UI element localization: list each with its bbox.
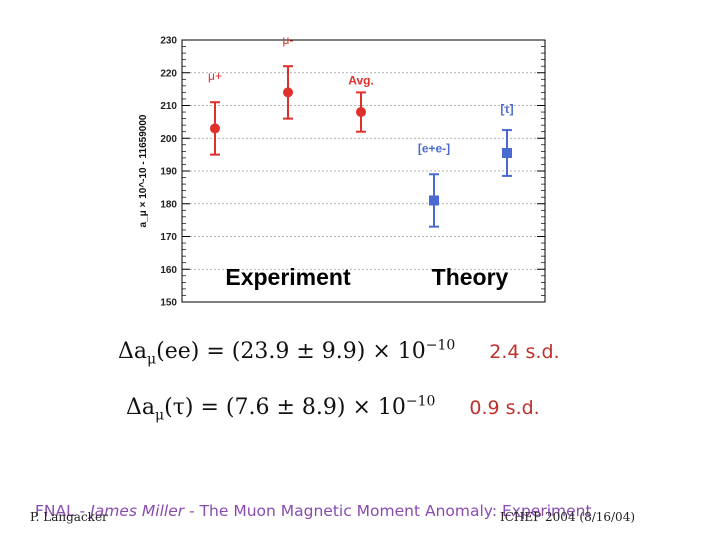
y-tick-label: 180: [160, 199, 177, 210]
formula-tau: Δaμ(τ) = (7.6 ± 8.9) × 10−10 0.9 s.d.: [126, 394, 540, 424]
footer-left: P. Langacker: [30, 510, 108, 524]
data-point: [502, 147, 512, 158]
y-tick-label: 200: [160, 134, 177, 145]
formula-ee: Δaμ(ee) = (23.9 ± 9.9) × 10−10 2.4 s.d.: [118, 338, 560, 368]
y-axis: 150 160 170 180 190 200 210 220 230: [160, 36, 545, 309]
data-point: [356, 107, 366, 118]
data-point: [429, 195, 439, 206]
y-tick-label: 190: [160, 167, 177, 178]
data-points: μ+ μ- Avg. [e+e-] [τ]: [208, 33, 514, 228]
grid-lines: [182, 72, 545, 270]
sd-ee: 2.4 s.d.: [489, 341, 560, 364]
data-point: [210, 123, 220, 134]
footer-right: ICHEP 2004 (8/16/04): [500, 510, 636, 524]
y-axis-label: a_μ × 10^-10 - 11659000: [138, 114, 149, 227]
footer-title: FNAL - James Miller - The Muon Magnetic …: [35, 502, 592, 520]
legend-experiment: Experiment: [225, 264, 351, 290]
point-label: [e+e-]: [418, 141, 450, 155]
y-tick-label: 170: [160, 232, 177, 243]
sd-tau: 0.9 s.d.: [469, 397, 540, 420]
legend-theory: Theory: [432, 264, 509, 290]
y-tick-label: 210: [160, 101, 177, 112]
point-label: Avg.: [348, 73, 374, 87]
chart: 150 160 170 180 190 200 210 220 230 a_μ × 10^-10…: [138, 33, 546, 309]
y-tick-label: 160: [160, 265, 177, 276]
point-label: [τ]: [500, 102, 513, 116]
y-tick-label: 230: [160, 36, 177, 47]
y-tick-label: 220: [160, 68, 177, 79]
point-label: μ-: [283, 33, 294, 47]
y-tick-label: 150: [160, 298, 177, 309]
data-point: [283, 87, 293, 98]
point-label: μ+: [208, 69, 222, 83]
